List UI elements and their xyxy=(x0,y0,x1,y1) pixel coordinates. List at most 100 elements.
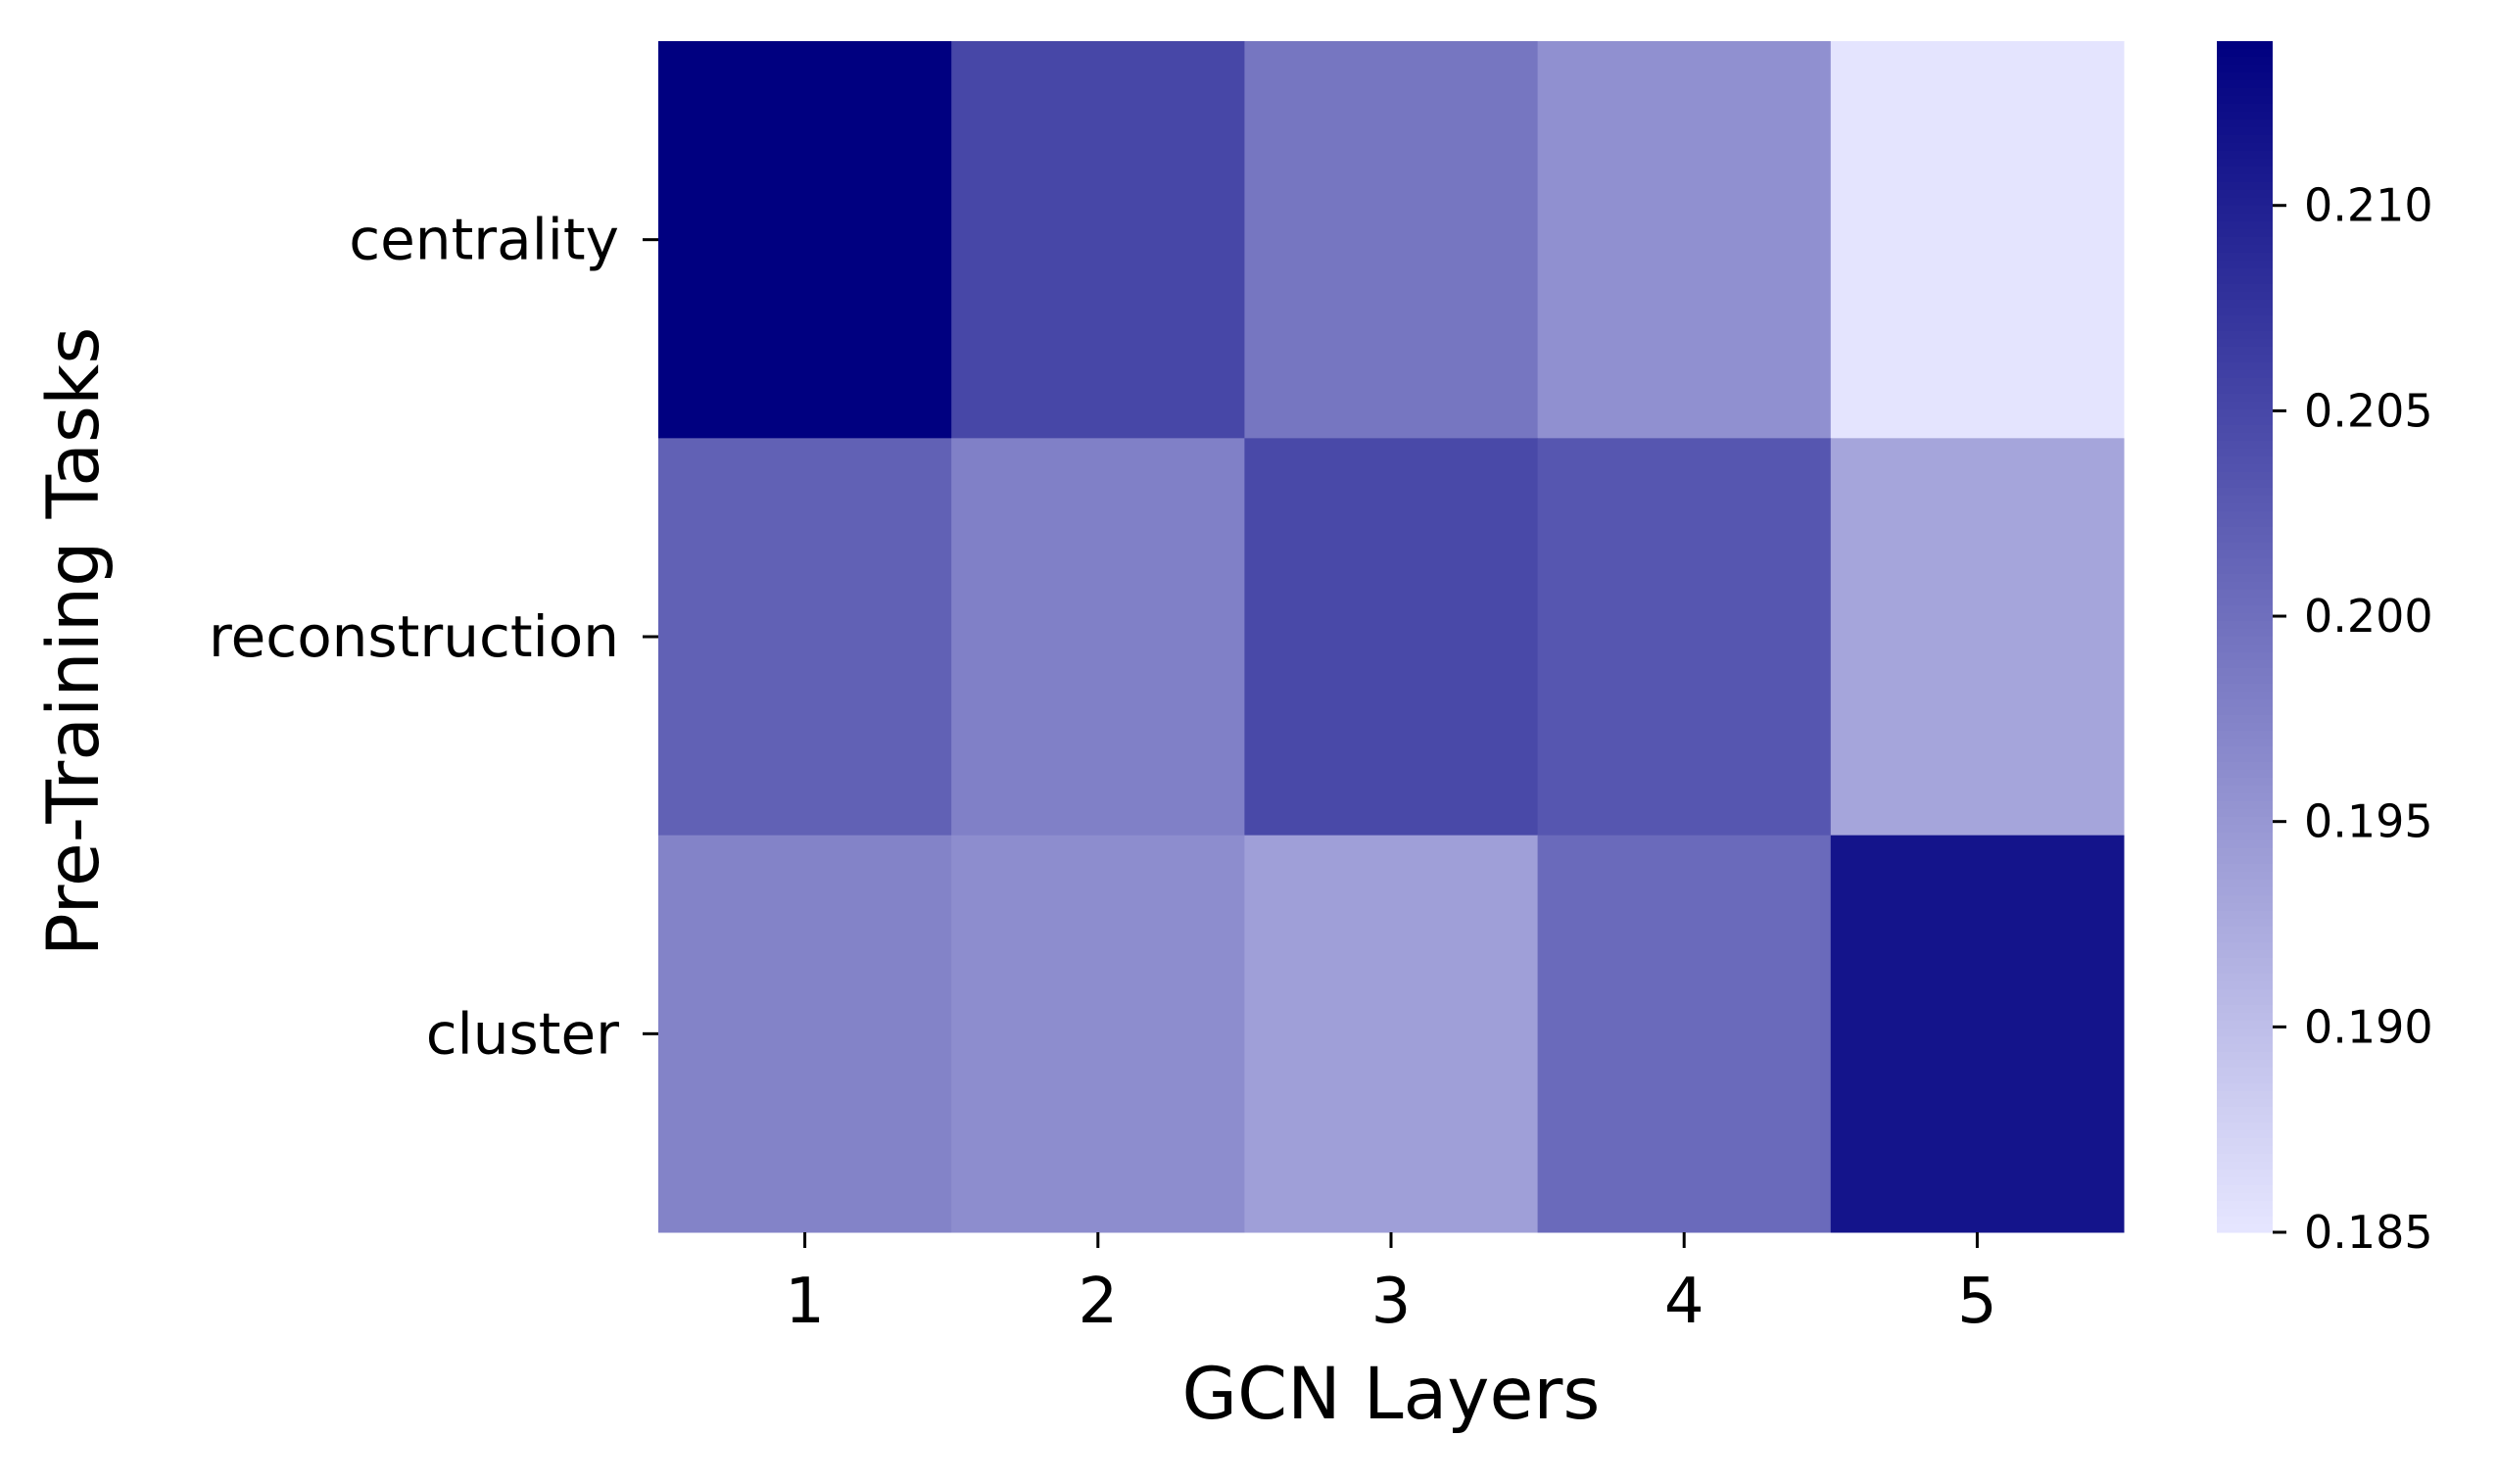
colorbar-segment xyxy=(2217,96,2273,105)
colorbar-segment xyxy=(2217,699,2273,708)
colorbar-segment xyxy=(2217,1193,2273,1202)
colorbar: 0.185 0.190 0.195 0.200 0.205 0.210 xyxy=(2217,41,2433,1259)
colorbar-segment xyxy=(2217,856,2273,865)
colorbar-segment xyxy=(2217,809,2273,818)
colorbar-segment xyxy=(2217,198,2273,207)
y-axis: centrality reconstruction cluster xyxy=(209,207,658,1067)
colorbar-segment xyxy=(2217,253,2273,262)
colorbar-segment xyxy=(2217,1068,2273,1077)
heatmap-cell xyxy=(1244,41,1539,439)
colorbar-segment xyxy=(2217,1201,2273,1210)
colorbar-segment xyxy=(2217,511,2273,520)
colorbar-segment xyxy=(2217,72,2273,81)
colorbar-segment xyxy=(2217,676,2273,685)
colorbar-segment xyxy=(2217,488,2273,497)
y-tick-label: centrality xyxy=(349,207,619,273)
heatmap-cell xyxy=(951,438,1245,837)
colorbar-segment xyxy=(2217,261,2273,269)
heatmap-cell xyxy=(1244,438,1539,837)
colorbar-segment xyxy=(2217,880,2273,888)
colorbar-segment xyxy=(2217,1091,2273,1100)
colorbar-segment xyxy=(2217,433,2273,442)
heatmap-cell xyxy=(1830,438,2125,837)
colorbar-segment xyxy=(2217,88,2273,97)
colorbar-segment xyxy=(2217,637,2273,646)
colorbar-segment xyxy=(2217,143,2273,152)
heatmap-cells xyxy=(658,41,2125,1233)
y-tick-label: cluster xyxy=(426,1000,619,1067)
colorbar-segment xyxy=(2217,214,2273,222)
heatmap-cell xyxy=(1537,835,1832,1233)
colorbar-segment xyxy=(2217,1154,2273,1163)
colorbar-segment xyxy=(2217,355,2273,363)
colorbar-segment xyxy=(2217,402,2273,410)
colorbar-segment xyxy=(2217,237,2273,246)
colorbar-segment xyxy=(2217,707,2273,716)
colorbar-tick-label: 0.195 xyxy=(2304,795,2433,848)
colorbar-segment xyxy=(2217,104,2273,113)
colorbar-segment xyxy=(2217,1029,2273,1037)
colorbar-segment xyxy=(2217,449,2273,457)
colorbar-segment xyxy=(2217,167,2273,175)
heatmap-cell xyxy=(1537,438,1832,837)
colorbar-segment xyxy=(2217,1005,2273,1014)
colorbar-segment xyxy=(2217,80,2273,89)
colorbar-segment xyxy=(2217,370,2273,379)
colorbar-segment xyxy=(2217,958,2273,967)
colorbar-segment xyxy=(2217,668,2273,677)
colorbar-segment xyxy=(2217,778,2273,787)
colorbar-segment xyxy=(2217,582,2273,591)
x-tick-label: 4 xyxy=(1664,1266,1705,1338)
colorbar-segment xyxy=(2217,652,2273,661)
colorbar-segment xyxy=(2217,456,2273,465)
colorbar-segment xyxy=(2217,598,2273,606)
colorbar-tick-label: 0.190 xyxy=(2304,1000,2433,1053)
colorbar-segment xyxy=(2217,927,2273,935)
colorbar-segment xyxy=(2217,1076,2273,1084)
colorbar-segment xyxy=(2217,535,2273,544)
colorbar-segment xyxy=(2217,284,2273,293)
x-axis: 1 2 3 4 5 xyxy=(785,1232,1997,1338)
colorbar-segment xyxy=(2217,1170,2273,1178)
colorbar-segment xyxy=(2217,966,2273,975)
colorbar-segment xyxy=(2217,229,2273,238)
colorbar-segment xyxy=(2217,1217,2273,1225)
colorbar-segment xyxy=(2217,57,2273,66)
colorbar-segment xyxy=(2217,574,2273,583)
colorbar-segment xyxy=(2217,268,2273,277)
colorbar-segment xyxy=(2217,182,2273,191)
colorbar-segment xyxy=(2217,1036,2273,1045)
colorbar-segment xyxy=(2217,315,2273,324)
colorbar-segment xyxy=(2217,1177,2273,1186)
heatmap-cell xyxy=(1830,41,2125,439)
heatmap-cell xyxy=(658,438,952,837)
colorbar-segment xyxy=(2217,1060,2273,1069)
colorbar-segment xyxy=(2217,903,2273,912)
colorbar-segment xyxy=(2217,65,2273,73)
colorbar-segment xyxy=(2217,409,2273,418)
colorbar-segment xyxy=(2217,323,2273,332)
colorbar-segment xyxy=(2217,527,2273,536)
colorbar-segment xyxy=(2217,135,2273,144)
colorbar-segment xyxy=(2217,347,2273,356)
colorbar-segment xyxy=(2217,770,2273,779)
colorbar-segment xyxy=(2217,801,2273,810)
colorbar-segment xyxy=(2217,864,2273,873)
colorbar-segment xyxy=(2217,605,2273,614)
heatmap-cell xyxy=(1537,41,1832,439)
colorbar-segment xyxy=(2217,645,2273,653)
colorbar-segment xyxy=(2217,300,2273,309)
heatmap-cell xyxy=(1244,835,1539,1233)
colorbar-segment xyxy=(2217,276,2273,285)
colorbar-segment xyxy=(2217,942,2273,951)
colorbar-segment xyxy=(2217,762,2273,771)
colorbar-segment xyxy=(2217,1052,2273,1061)
colorbar-segment xyxy=(2217,362,2273,371)
colorbar-segment xyxy=(2217,496,2273,504)
colorbar-segment xyxy=(2217,190,2273,199)
colorbar-segment xyxy=(2217,151,2273,160)
colorbar-segment xyxy=(2217,206,2273,215)
colorbar-segment xyxy=(2217,472,2273,481)
colorbar-segment xyxy=(2217,339,2273,348)
colorbar-segment xyxy=(2217,49,2273,58)
